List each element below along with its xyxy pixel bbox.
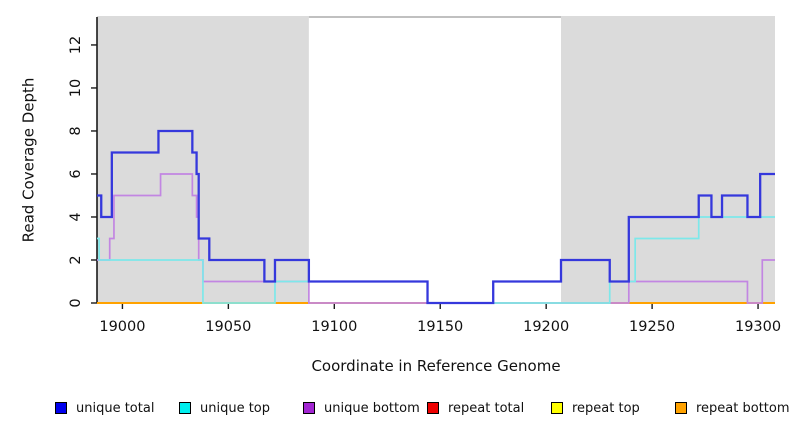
- legend-item-unique-total: unique total: [55, 398, 154, 418]
- legend-swatch-unique-total: [55, 402, 67, 414]
- y-tick-label: 0: [68, 298, 84, 307]
- legend-label: unique total: [76, 400, 155, 416]
- y-axis-title-wrap: Read Coverage Depth: [18, 0, 38, 320]
- y-tick-label: 2: [68, 255, 84, 264]
- legend-label: repeat total: [448, 400, 525, 416]
- legend-swatch-repeat-total: [427, 402, 439, 414]
- x-tick-label: 19300: [735, 319, 781, 335]
- y-axis-title: Read Coverage Depth: [19, 77, 37, 243]
- y-tick-label: 8: [68, 126, 84, 135]
- legend-item-repeat-bottom: repeat bottom: [675, 398, 790, 418]
- x-axis-title: Coordinate in Reference Genome: [311, 357, 561, 375]
- legend-label: unique bottom: [324, 400, 420, 416]
- legend-swatch-unique-top: [179, 402, 191, 414]
- x-tick-label: 19200: [523, 319, 569, 335]
- legend-swatch-unique-bottom: [303, 402, 315, 414]
- legend-label: repeat top: [572, 400, 640, 416]
- y-tick-label: 10: [68, 79, 84, 97]
- x-tick-label: 19000: [99, 319, 145, 335]
- legend-item-unique-bottom: unique bottom: [303, 398, 420, 418]
- highlight-region-1: [97, 16, 309, 303]
- x-tick-label: 19100: [311, 319, 357, 335]
- legend-item-repeat-top: repeat top: [551, 398, 640, 418]
- series-line-unique-total: [97, 129, 775, 305]
- legend-label: repeat bottom: [696, 400, 790, 416]
- x-tick-label: 19050: [205, 319, 251, 335]
- x-tick-label: 19250: [629, 319, 675, 335]
- y-tick-label: 12: [68, 36, 84, 54]
- x-tick-label: 19150: [417, 319, 463, 335]
- legend-item-repeat-total: repeat total: [427, 398, 524, 418]
- legend-item-unique-top: unique top: [179, 398, 270, 418]
- legend: unique total unique top unique bottom repea…: [0, 398, 792, 422]
- legend-label: unique top: [200, 400, 271, 416]
- legend-swatch-repeat-top: [551, 402, 563, 414]
- highlight-region-2: [561, 16, 775, 303]
- y-tick-label: 6: [68, 169, 84, 178]
- legend-swatch-repeat-bottom: [675, 402, 687, 414]
- y-tick-label: 4: [68, 212, 84, 221]
